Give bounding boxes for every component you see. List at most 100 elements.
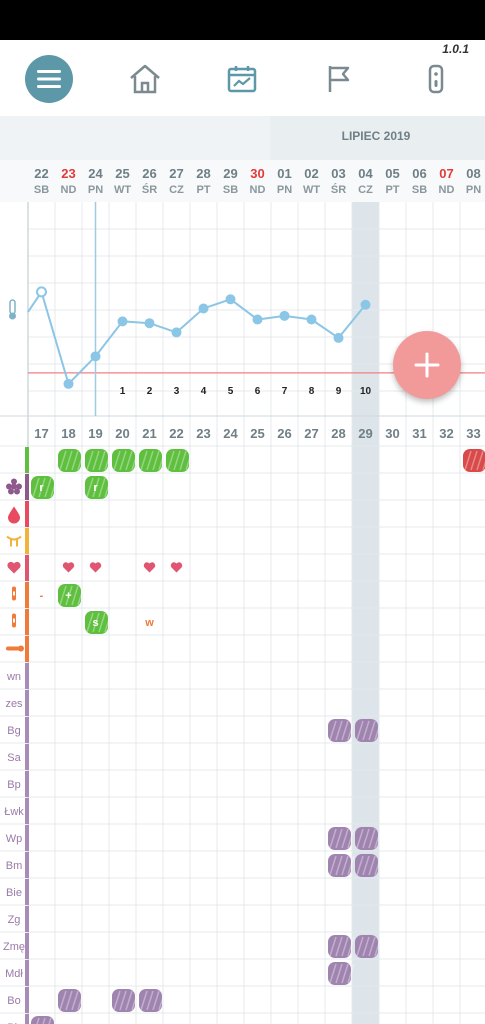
day-number: 05	[385, 166, 399, 181]
row-color-bar	[25, 555, 29, 581]
row-color-bar	[25, 744, 29, 770]
cycle-day-number: 18	[61, 426, 75, 441]
post-ovulation-day-count: 1	[120, 386, 126, 397]
post-ovulation-day-count: 9	[336, 386, 342, 397]
row-color-bar	[25, 690, 29, 716]
day-weekday: PT	[385, 184, 399, 196]
flag-button[interactable]	[314, 54, 364, 104]
purple-mark	[355, 854, 382, 877]
purple-mark	[31, 1016, 58, 1024]
day-weekday: PN	[466, 184, 481, 196]
mark-label: r	[93, 482, 98, 494]
chart-button[interactable]	[217, 54, 267, 104]
row-color-bar	[25, 663, 29, 689]
day-weekday: WT	[114, 184, 131, 196]
row-color-bar	[25, 717, 29, 743]
day-weekday: ŚR	[142, 183, 157, 196]
day-number: 02	[304, 166, 318, 181]
day-weekday: ŚR	[331, 183, 346, 196]
day-header	[0, 160, 485, 202]
temp-point	[252, 314, 263, 325]
day-weekday: ND	[61, 184, 77, 196]
day-number: 30	[250, 166, 264, 181]
cycle-day-number: 27	[304, 426, 318, 441]
post-ovulation-day-count: 6	[255, 386, 261, 397]
day-number: 04	[358, 166, 373, 181]
day-number: 23	[61, 166, 75, 181]
temp-point	[198, 303, 209, 314]
heart-mark	[89, 562, 102, 573]
temp-point	[144, 318, 155, 329]
purple-mark	[355, 935, 382, 958]
green-mark	[139, 449, 166, 472]
day-number: 08	[466, 166, 480, 181]
cycle-day-number: 21	[142, 426, 156, 441]
day-weekday: WT	[303, 184, 320, 196]
row-color-bar	[25, 798, 29, 824]
thermometer-icon	[6, 645, 24, 652]
small-mark-text: w	[144, 617, 154, 629]
home-button[interactable]	[120, 54, 170, 104]
row-color-bar	[25, 825, 29, 851]
chart-calendar-icon	[227, 66, 257, 93]
temp-point	[279, 310, 290, 321]
day-weekday: SB	[412, 184, 427, 196]
temp-point	[360, 299, 371, 310]
test-icon	[12, 586, 16, 601]
day-weekday: CZ	[358, 184, 373, 196]
cycle-chart[interactable]: LIPIEC 2019 22 SB 23 ND 24 PN 25 WT 26 ŚR 27 CZ 28 PT 2…	[0, 116, 485, 1024]
test-icon	[12, 613, 16, 628]
day-number: 27	[169, 166, 183, 181]
row-color-bar	[25, 582, 29, 608]
cycle-day-number: 30	[385, 426, 399, 441]
day-weekday: PN	[88, 184, 103, 196]
add-entry-button[interactable]	[393, 331, 461, 399]
red-mark	[463, 449, 485, 472]
green-mark	[112, 449, 139, 472]
purple-mark	[112, 989, 139, 1012]
menu-icon	[25, 55, 73, 103]
green-mark	[31, 476, 58, 499]
cycle-day-number: 17	[34, 426, 48, 441]
cycle-day-number: 29	[358, 426, 372, 441]
drop-icon	[8, 506, 20, 524]
temp-point	[36, 286, 47, 298]
post-ovulation-day-count: 7	[282, 386, 288, 397]
purple-mark	[328, 935, 355, 958]
mark-label: s	[92, 617, 98, 629]
green-mark	[85, 449, 112, 472]
month-band	[270, 116, 485, 160]
top-nav	[0, 40, 485, 117]
day-weekday: ND	[439, 184, 455, 196]
heart-mark	[143, 562, 156, 573]
day-number: 07	[439, 166, 453, 181]
row-color-bar	[25, 906, 29, 932]
small-mark-text: -	[40, 590, 44, 602]
flag-icon	[328, 66, 350, 92]
post-ovulation-day-count: 5	[228, 386, 234, 397]
row-label: Zg	[8, 914, 21, 926]
row-label: Bp	[7, 779, 20, 791]
row-label: Bie	[6, 887, 22, 899]
day-number: 22	[34, 166, 48, 181]
device-button[interactable]	[411, 54, 461, 104]
thermometer-device-icon	[428, 64, 444, 94]
heart-icon	[7, 561, 21, 574]
row-label: Bg	[7, 725, 20, 737]
cycle-day-number: 24	[223, 426, 238, 441]
cycle-day-number: 33	[466, 426, 480, 441]
day-weekday: CZ	[169, 184, 184, 196]
green-mark	[166, 449, 193, 472]
flower-icon	[6, 478, 22, 495]
row-label: Mdł	[5, 968, 23, 980]
menu-button[interactable]	[24, 54, 74, 104]
temp-point	[117, 316, 128, 327]
cervix-icon	[6, 535, 22, 547]
cycle-day-number: 26	[277, 426, 291, 441]
row-color-bar	[25, 771, 29, 797]
day-number: 03	[331, 166, 345, 181]
day-weekday: SB	[223, 184, 238, 196]
purple-mark	[328, 719, 355, 742]
temp-point	[333, 332, 344, 343]
row-label: Sa	[7, 752, 21, 764]
